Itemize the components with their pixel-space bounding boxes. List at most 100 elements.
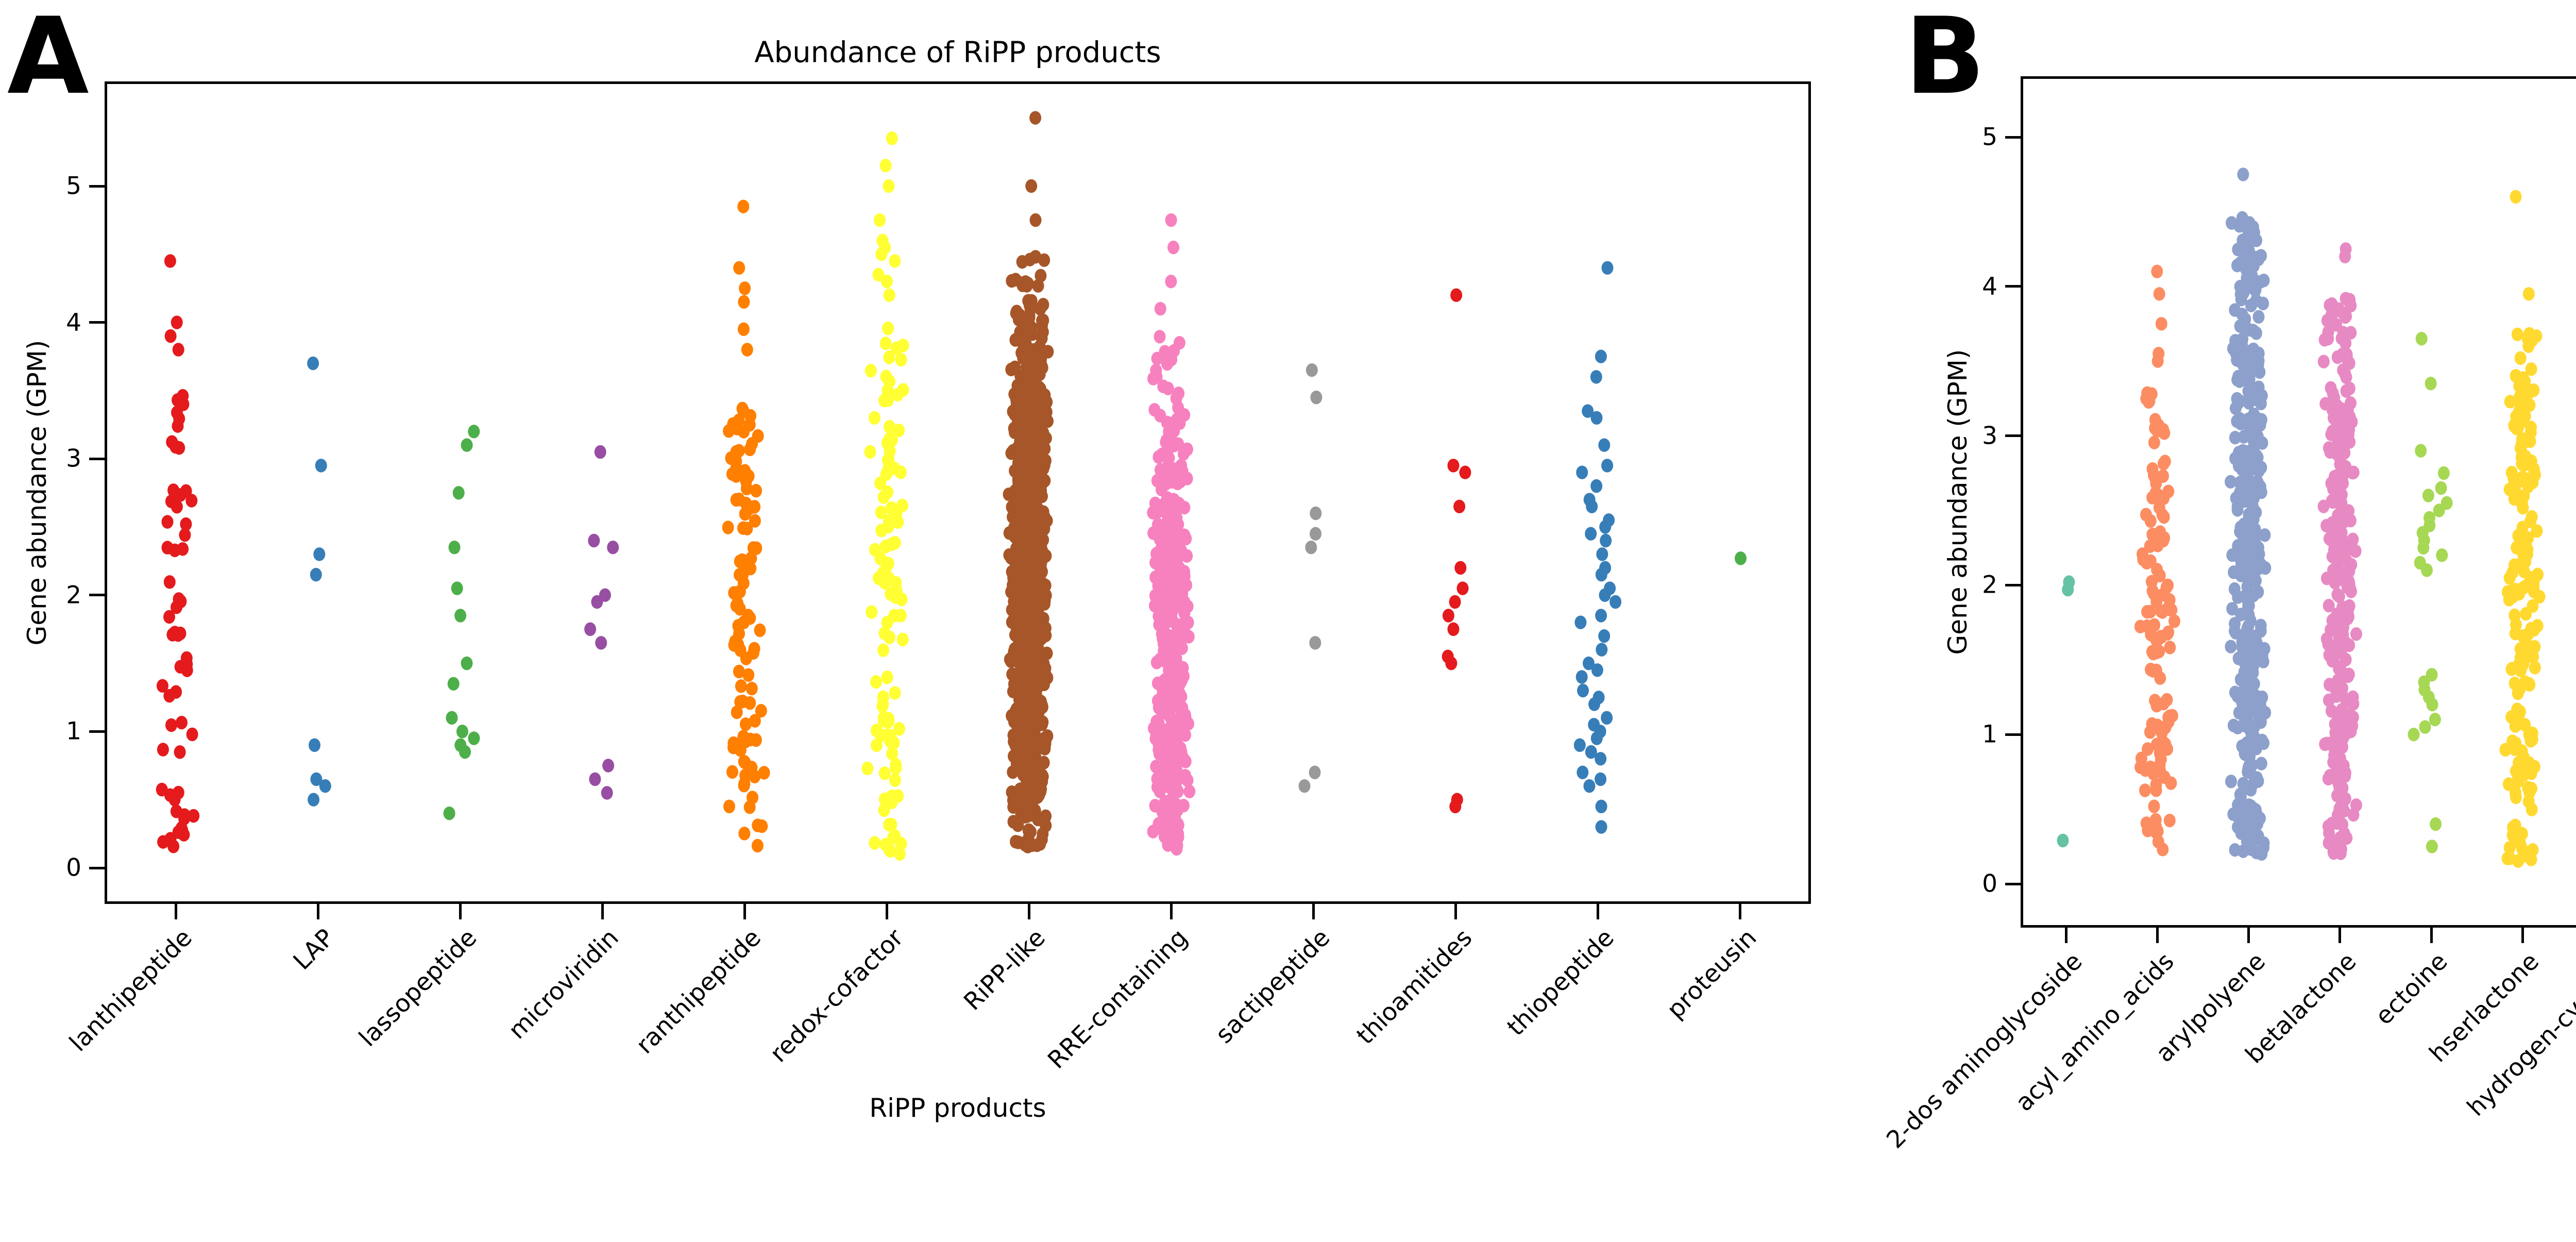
data-point (2155, 630, 2167, 644)
data-point (1595, 752, 1607, 766)
data-point (893, 722, 905, 736)
data-point (1021, 279, 1033, 293)
x-tick-mark (2521, 928, 2524, 943)
data-point (2245, 842, 2257, 856)
data-point (1149, 556, 1162, 569)
data-point (879, 337, 892, 350)
data-point (1165, 213, 1177, 227)
data-point (1174, 741, 1187, 755)
y-tick-mark (89, 457, 105, 460)
data-point (1154, 618, 1166, 632)
strip-plot-a (156, 111, 1747, 861)
panel-b-plot-area (2021, 76, 2576, 928)
data-point (1011, 669, 1024, 684)
data-point (2341, 352, 2353, 366)
data-point (2343, 504, 2355, 518)
data-point (2257, 296, 2269, 311)
data-point (1154, 409, 1166, 423)
data-point (1165, 274, 1177, 289)
data-point (307, 356, 319, 371)
data-point (1596, 643, 1608, 657)
data-point (2229, 843, 2241, 857)
data-point (1007, 765, 1019, 779)
data-point (735, 679, 747, 693)
data-point (877, 697, 889, 711)
data-point (310, 567, 322, 582)
data-point (2320, 518, 2333, 533)
data-point (1179, 768, 1192, 783)
data-point (875, 728, 887, 743)
data-point (739, 281, 751, 295)
data-point (883, 460, 895, 475)
data-point (2503, 482, 2516, 496)
data-point (1008, 571, 1020, 585)
data-point (1034, 382, 1046, 396)
data-point (737, 322, 750, 337)
data-point (744, 696, 756, 710)
data-point (157, 743, 169, 757)
data-point (1172, 827, 1184, 841)
strip-plot-b (2057, 167, 2546, 868)
data-point (1176, 641, 1188, 655)
x-tick-mark (1312, 904, 1315, 919)
data-point (874, 476, 887, 490)
data-point (2417, 541, 2430, 555)
data-point (2505, 710, 2518, 724)
data-point (1154, 784, 1166, 798)
data-point (733, 664, 745, 679)
data-point (1156, 534, 1168, 549)
data-point (2524, 514, 2536, 528)
data-point (2226, 216, 2238, 230)
data-point (2259, 561, 2272, 575)
data-point (2335, 444, 2348, 458)
data-point (161, 541, 174, 555)
data-point (2149, 694, 2161, 708)
data-point (1590, 479, 1603, 493)
data-point (173, 412, 185, 426)
data-point (722, 521, 734, 534)
y-tick-label: 1 (1982, 720, 1997, 749)
data-point (2513, 680, 2525, 694)
data-point (1027, 712, 1039, 726)
data-point (1038, 756, 1050, 770)
x-tick-label: RRE-containing (1042, 924, 1193, 1075)
data-point (896, 632, 909, 647)
data-point (1036, 717, 1048, 731)
data-point (731, 422, 743, 435)
data-point (1595, 567, 1607, 582)
data-point (2247, 422, 2259, 436)
data-point (1160, 477, 1172, 491)
data-point (2251, 829, 2263, 843)
data-point (1162, 381, 1174, 396)
data-point (2162, 710, 2175, 725)
data-point (1022, 294, 1035, 308)
data-point (892, 789, 904, 803)
data-point (313, 547, 326, 561)
data-point (2344, 410, 2356, 424)
data-point (879, 576, 891, 590)
data-point (2150, 737, 2163, 751)
data-point (726, 467, 738, 481)
data-point (2319, 397, 2332, 411)
data-point (1036, 331, 1048, 345)
data-point (2057, 833, 2069, 848)
data-point (2531, 524, 2543, 538)
data-point (2340, 292, 2352, 306)
data-point (1015, 719, 1028, 733)
panel-a-x-axis-label: RiPP products (869, 1093, 1046, 1123)
data-point (889, 590, 902, 604)
data-point (2338, 804, 2350, 818)
data-point (1583, 779, 1596, 793)
data-point (882, 321, 894, 335)
data-point (1178, 624, 1190, 638)
data-point (1595, 820, 1607, 834)
data-point (1574, 615, 1587, 629)
data-point (186, 727, 198, 742)
data-point (2225, 640, 2237, 653)
data-point (1161, 357, 1173, 371)
data-point (2153, 346, 2165, 361)
data-point (1168, 424, 1180, 438)
data-point (588, 533, 600, 548)
data-point (2236, 211, 2248, 225)
data-point (2154, 525, 2166, 539)
